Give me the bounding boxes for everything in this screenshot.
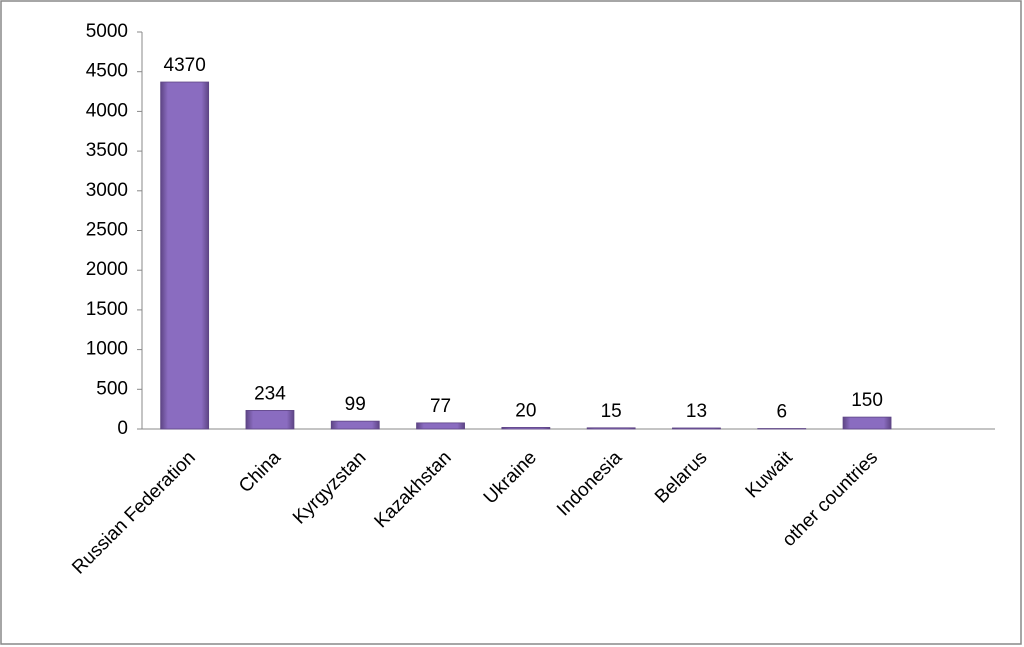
y-tick-label: 500: [96, 378, 128, 399]
y-tick-label: 2500: [86, 220, 128, 241]
y-tick-label: 3500: [86, 140, 128, 161]
bar: [842, 416, 892, 430]
y-tick-label: 4000: [86, 100, 128, 121]
y-tick-label: 2000: [86, 259, 128, 280]
bar: [160, 81, 210, 430]
y-tick-label: 1500: [86, 299, 128, 320]
y-tick-label: 4500: [86, 61, 128, 82]
bar: [672, 427, 721, 430]
bar: [586, 427, 636, 430]
value-label: 99: [345, 394, 366, 415]
bar: [416, 422, 465, 430]
bar: [330, 420, 380, 430]
y-tick-label: 1000: [86, 339, 128, 360]
value-label: 234: [254, 383, 286, 404]
value-label: 15: [601, 401, 622, 422]
value-label: 20: [515, 400, 536, 421]
bar: [501, 427, 551, 430]
y-tick-label: 5000: [86, 21, 128, 42]
value-label: 4370: [164, 55, 206, 76]
value-label: 13: [686, 401, 707, 422]
value-label: 77: [430, 396, 451, 417]
value-label: 150: [851, 390, 883, 411]
y-tick-label: 0: [117, 418, 128, 439]
bar: [245, 410, 295, 430]
value-label: 6: [776, 402, 787, 423]
y-tick-label: 3000: [86, 180, 128, 201]
